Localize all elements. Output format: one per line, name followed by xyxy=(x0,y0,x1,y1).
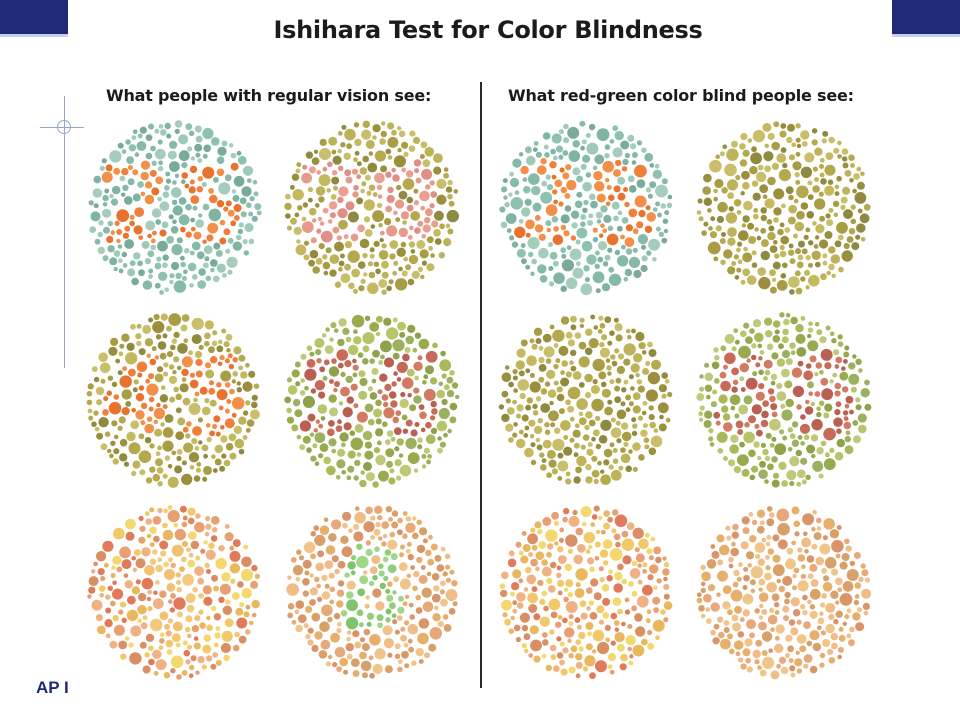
crosshair-vertical-line xyxy=(64,96,65,368)
left-plate-6 xyxy=(282,502,462,682)
ishihara-plate-art xyxy=(86,313,260,488)
ishihara-plate-art xyxy=(284,120,459,295)
ishihara-plate-art xyxy=(696,312,872,488)
crosshair-icon xyxy=(57,120,71,134)
left-plate-5 xyxy=(84,502,264,682)
left-plate-1 xyxy=(84,118,264,298)
figure-title: Ishihara Test for Color Blindness xyxy=(273,16,703,44)
right-plate-6 xyxy=(694,502,874,682)
regular-vision-panel xyxy=(84,118,496,698)
header-bar-right xyxy=(892,0,960,37)
ishihara-plate-art xyxy=(498,314,673,485)
header-bar-left xyxy=(0,0,68,37)
ishihara-plate-art xyxy=(88,120,262,295)
right-plate-5 xyxy=(496,502,676,682)
right-plate-4 xyxy=(694,310,874,490)
right-plate-1 xyxy=(496,118,676,298)
regular-vision-heading: What people with regular vision see: xyxy=(106,86,432,105)
colorblind-heading: What red-green color blind people see: xyxy=(508,86,854,105)
ishihara-plate-art xyxy=(696,121,871,295)
right-plate-2 xyxy=(694,118,874,298)
ishihara-plate-art xyxy=(499,120,673,296)
ishihara-plate-art xyxy=(499,505,673,679)
ishihara-plate-art xyxy=(286,505,458,679)
ishihara-figure: Ishihara Test for Color Blindness What p… xyxy=(84,0,892,700)
colorblind-panel xyxy=(496,118,908,698)
left-plate-2 xyxy=(282,118,462,298)
ishihara-plate-art xyxy=(87,505,261,680)
ishihara-plate-art xyxy=(696,506,872,680)
footer-label: AP I xyxy=(36,678,69,697)
ishihara-plate-art xyxy=(284,314,460,488)
column-divider xyxy=(480,82,482,688)
left-plate-4 xyxy=(282,310,462,490)
left-plate-3 xyxy=(84,310,264,490)
right-plate-3 xyxy=(496,310,676,490)
